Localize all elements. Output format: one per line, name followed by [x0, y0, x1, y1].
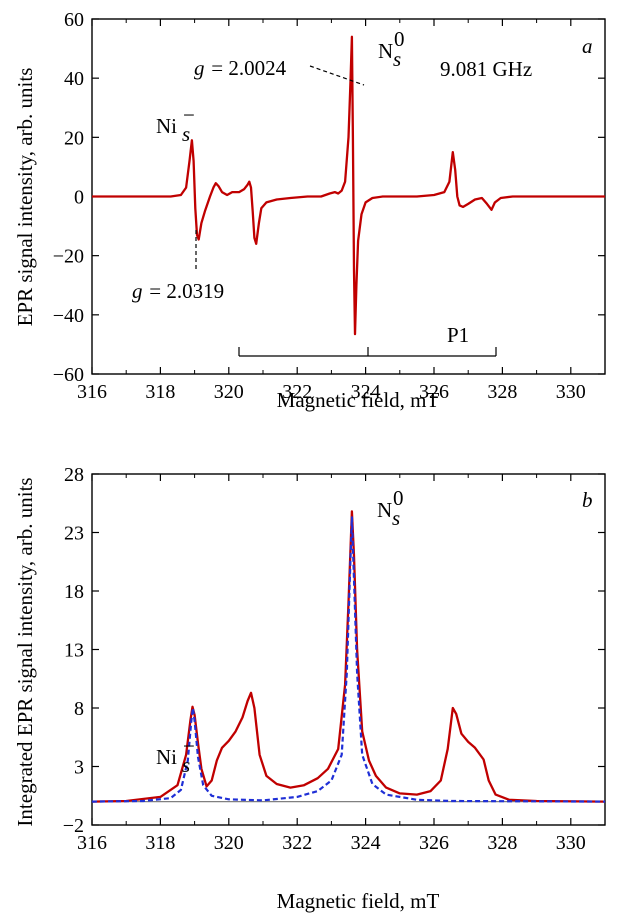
panel-a-n-label: N s 0 [378, 27, 405, 71]
y-tick-label: −60 [53, 364, 84, 386]
panel-b-series-2-line [91, 516, 606, 803]
panel-a-series [92, 35, 605, 336]
n-sup-text: 0 [394, 27, 405, 51]
g-high-value: = 2.0024 [206, 56, 287, 80]
g-value-low-annotation: g = 2.0319 [132, 230, 224, 303]
y-tick-label: 28 [64, 464, 84, 486]
panel-a-ni-label: Ni s − [156, 103, 195, 146]
x-tick-label: 326 [419, 381, 449, 403]
x-tick-label: 326 [419, 832, 449, 854]
n-sup-text: 0 [393, 486, 404, 510]
y-tick-label: 20 [64, 127, 84, 149]
x-tick-label: 318 [145, 381, 175, 403]
y-tick-label: 3 [74, 757, 84, 779]
panel-a-xlabel: Magnetic field, mT [277, 388, 440, 412]
x-tick-label: 328 [487, 381, 517, 403]
y-tick-label: 13 [64, 640, 84, 662]
panel-b-series-1-line [91, 510, 606, 803]
n-sub-text: s [392, 506, 400, 530]
x-tick-label: 322 [282, 381, 312, 403]
p1-label: P1 [447, 323, 469, 347]
panel-b-series [91, 510, 606, 803]
panel-b: 316 318 320 322 324 326 328 330 −2 3 8 13 18 23 28 Ma… [13, 464, 606, 913]
y-tick-label: 8 [74, 698, 84, 720]
panel-a-series-0-line [92, 35, 605, 336]
x-tick-label: 322 [282, 832, 312, 854]
y-tick-label: 0 [74, 187, 84, 209]
y-tick-label: 60 [64, 9, 84, 31]
x-tick-label: 318 [145, 832, 175, 854]
panel-a: 316 318 320 322 324 326 328 330 −60 −40 −20 0 20 40 6… [13, 9, 606, 412]
g-high-symbol: g [194, 56, 205, 80]
n-main-text: N [377, 498, 392, 522]
panel-a-frequency-label: 9.081 GHz [440, 57, 532, 81]
panel-b-n-label: N s 0 [377, 486, 404, 530]
g-low-symbol: g [132, 279, 143, 303]
x-tick-label: 316 [77, 832, 107, 854]
x-tick-label: 330 [556, 381, 586, 403]
panel-b-y-ticks: −2 3 8 13 18 23 28 [63, 464, 605, 837]
panel-b-letter: b [582, 488, 593, 512]
x-tick-label: 328 [487, 832, 517, 854]
ni-main-text: Ni [156, 745, 177, 769]
panel-b-x-ticks: 316 318 320 322 324 326 328 330 [77, 474, 586, 854]
n-main-text: N [378, 39, 393, 63]
panel-a-x-ticks: 316 318 320 322 324 326 328 330 [77, 19, 586, 403]
y-tick-label: 18 [64, 581, 84, 603]
ni-sup-text: − [183, 103, 195, 127]
y-tick-label: 40 [64, 68, 84, 90]
panel-b-ylabel: Integrated EPR signal intensity, arb. un… [13, 477, 37, 826]
ni-main-text: Ni [156, 114, 177, 138]
panel-a-ylabel: EPR signal intensity, arb. units [13, 68, 37, 327]
y-tick-label: 23 [64, 523, 84, 545]
panel-a-y-ticks: −60 −40 −20 0 20 40 60 [53, 9, 605, 386]
panel-b-xlabel: Magnetic field, mT [277, 889, 440, 913]
y-tick-label: −40 [53, 305, 84, 327]
ni-sub-text: s [182, 753, 190, 777]
x-tick-label: 330 [556, 832, 586, 854]
g-high-leader-line [309, 65, 365, 86]
ni-sub-text: s [182, 122, 190, 146]
x-tick-label: 320 [214, 381, 244, 403]
x-tick-label: 324 [351, 381, 381, 403]
panel-a-letter: a [582, 34, 593, 58]
x-tick-label: 320 [214, 832, 244, 854]
y-tick-label: −20 [53, 246, 84, 268]
x-tick-label: 316 [77, 381, 107, 403]
g-value-high-annotation: g = 2.0024 [194, 56, 365, 86]
ni-sup-text: − [183, 734, 195, 758]
p1-stick-diagram: P1 [238, 323, 497, 357]
x-tick-label: 324 [351, 832, 381, 854]
n-sub-text: s [393, 47, 401, 71]
g-low-value: = 2.0319 [144, 279, 224, 303]
panel-b-ni-label: Ni s − [156, 734, 195, 777]
y-tick-label: −2 [63, 815, 84, 837]
